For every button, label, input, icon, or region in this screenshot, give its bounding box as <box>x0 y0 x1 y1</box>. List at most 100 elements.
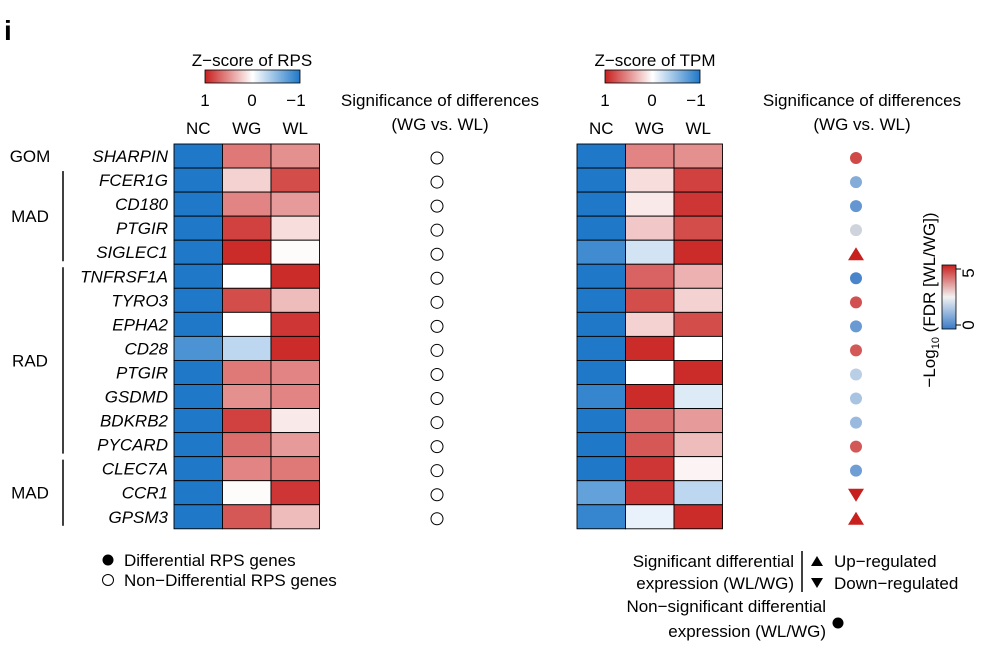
tpm-heatmap-cell <box>625 263 675 289</box>
rps-significance-marker <box>430 199 444 213</box>
rps-heatmap-cell <box>222 191 272 217</box>
tpm-heatmap-cell <box>576 215 626 241</box>
rps-heatmap-cell <box>173 239 223 265</box>
tpm-heatmap-cell <box>673 335 723 361</box>
rps-heatmap-cell <box>270 504 320 530</box>
tpm-column-label: NC <box>589 119 614 138</box>
rps-heatmap-cell <box>270 191 320 217</box>
legend-up-triangle-icon <box>811 556 823 566</box>
rps-heatmap-cell <box>270 239 320 265</box>
rps-significance-markers <box>430 151 444 526</box>
tpm-significance-marker <box>850 320 862 333</box>
gene-label: EPHA2 <box>112 315 168 334</box>
fdr-label-sub: 10 <box>930 337 942 349</box>
tpm-zscore-title: Z−score of TPM <box>594 51 715 70</box>
rps-heatmap-cell <box>173 504 223 530</box>
tpm-heatmap-cell <box>673 456 723 482</box>
tpm-heatmap: NC WG WL <box>576 119 723 530</box>
gene-label: SHARPIN <box>92 147 168 166</box>
rps-significance-marker <box>430 271 444 285</box>
gene-label: GPSM3 <box>108 508 168 527</box>
tpm-heatmap-cell <box>625 384 675 409</box>
tpm-heatmap-cell <box>625 480 675 506</box>
rps-heatmap-cell <box>270 311 320 337</box>
rps-heatmap-cell <box>173 384 223 409</box>
gene-label: PTGIR <box>116 219 168 238</box>
rps-significance-marker <box>430 512 444 526</box>
gene-label: BDKRB2 <box>100 412 169 431</box>
fdr-label-prefix: −Log <box>920 349 939 387</box>
tpm-heatmap-cell <box>673 504 723 530</box>
rps-significance-marker <box>430 247 444 261</box>
legend-nonsig-line1: Non−significant differential <box>626 597 826 616</box>
rps-significance-marker <box>430 223 444 237</box>
rps-heatmap-cell <box>222 239 272 265</box>
tpm-significance-marker <box>850 200 862 213</box>
rps-significance-marker <box>430 367 444 381</box>
tpm-significance-marker <box>850 152 862 165</box>
tpm-significance-marker <box>850 464 862 477</box>
fdr-colorbar <box>941 264 957 330</box>
rps-significance-marker <box>430 488 444 502</box>
tpm-heatmap-cell <box>625 360 675 385</box>
tpm-significance-marker <box>850 344 862 357</box>
tpm-up-marker <box>848 247 864 261</box>
tpm-up-marker <box>848 511 864 525</box>
tpm-significance-marker <box>850 224 862 237</box>
tpm-heatmap-cell <box>625 239 675 265</box>
tpm-heatmap-cell <box>673 263 723 289</box>
rps-heatmap-cell <box>270 335 320 361</box>
rps-heatmap-cell <box>270 456 320 482</box>
legend-non-differential: Non−Differential RPS genes <box>124 571 337 590</box>
tpm-heatmap-cell <box>673 408 723 434</box>
fdr-tick-0: 0 <box>959 320 978 329</box>
tpm-colorbar-tick-low: −1 <box>686 91 705 110</box>
tpm-heatmap-cell <box>576 480 626 506</box>
tpm-significance-marker <box>850 392 862 405</box>
gene-label: GSDMD <box>105 388 168 407</box>
tpm-heatmap-cell <box>576 191 626 217</box>
rps-heatmap-cell <box>270 167 320 193</box>
rps-significance-marker <box>430 416 444 430</box>
tpm-column-label: WL <box>686 119 712 138</box>
legend-nonsig-dot <box>832 617 844 629</box>
tpm-significance-marker <box>850 440 862 453</box>
rps-heatmap-cell <box>173 311 223 337</box>
rps-heatmap-cell <box>222 480 272 506</box>
legend-up-regulated: Up−regulated <box>834 552 937 571</box>
tpm-heatmap-cell <box>625 143 675 169</box>
tpm-heatmap-cell <box>576 432 626 458</box>
rps-heatmap-cell <box>173 143 223 169</box>
rps-heatmap-cell <box>222 311 272 337</box>
tpm-heatmap-cell <box>625 287 675 313</box>
rps-heatmap-cell <box>173 167 223 193</box>
rps-heatmap-cell <box>173 432 223 458</box>
rps-heatmap-cell <box>222 263 272 289</box>
fdr-label-suffix: (FDR [WL/WG]) <box>920 212 939 337</box>
rps-heatmap-cell <box>222 287 272 313</box>
gene-labels: SHARPIN FCER1G CD180 PTGIR SIGLEC1 TNFRSF1A TY… <box>80 147 169 527</box>
rps-significance-title: Significance of differences <box>341 91 539 110</box>
tpm-heatmap-cell <box>625 335 675 361</box>
legend-down-regulated: Down−regulated <box>834 574 958 593</box>
group-label: MAD <box>11 484 49 503</box>
tpm-significance-marker <box>850 416 862 429</box>
rps-zscore-title: Z−score of RPS <box>192 51 312 70</box>
rps-heatmap-cell <box>173 263 223 289</box>
tpm-significance-marker <box>850 368 862 381</box>
rps-heatmap-cell <box>222 360 272 385</box>
gene-label: CD180 <box>115 195 168 214</box>
rps-column-label: NC <box>186 119 211 138</box>
tpm-heatmap-cell <box>673 239 723 265</box>
rps-heatmap-cell <box>270 408 320 434</box>
rps-significance-marker <box>430 464 444 478</box>
tpm-heatmap-cell <box>673 143 723 169</box>
gene-label: CD28 <box>125 339 169 358</box>
rps-heatmap-cell <box>222 432 272 458</box>
tpm-heatmap-cell <box>576 456 626 482</box>
rps-column-label: WG <box>232 119 261 138</box>
rps-heatmap-cell <box>173 191 223 217</box>
tpm-heatmap-cell <box>625 215 675 241</box>
rps-significance-marker <box>430 175 444 189</box>
rps-heatmap: NC WG WL <box>173 119 320 530</box>
